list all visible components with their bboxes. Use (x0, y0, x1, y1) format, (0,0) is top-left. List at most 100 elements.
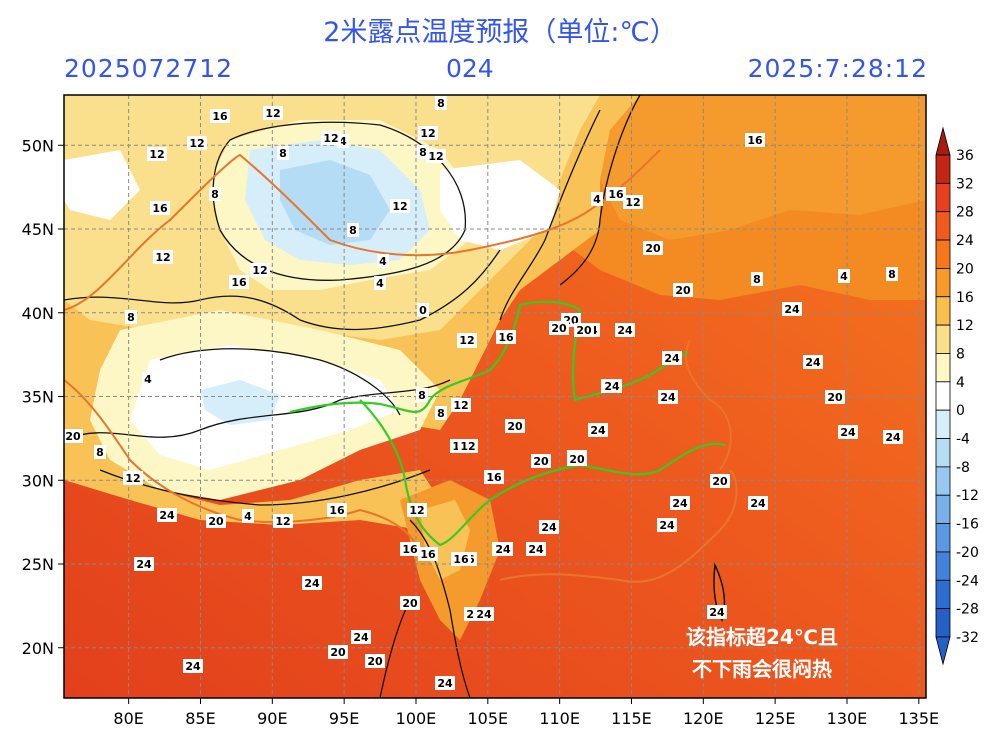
contour-label-bg (435, 676, 455, 690)
contour-label: 8 (416, 388, 428, 402)
contour-label-bg (150, 201, 170, 215)
contour-label: 12 (457, 333, 477, 347)
colorbar-segment (935, 353, 951, 383)
contour-label: 12 (250, 263, 270, 277)
contour-label-bg (457, 333, 477, 347)
contour-label-text: 24 (304, 577, 320, 590)
contour-label-text: 12 (420, 127, 435, 140)
contour-label: 4 (142, 372, 154, 386)
contour-label-bg (602, 379, 622, 393)
contour-label: 16 (327, 503, 347, 517)
contour-label: 8 (347, 223, 359, 237)
contour-label-bg (591, 192, 603, 206)
contour-label: 24 (615, 323, 635, 337)
contour-label-text: 8 (211, 188, 219, 201)
contour-label: 24 (539, 520, 559, 534)
contour-label: 20 (328, 645, 348, 659)
contour-label-text: 12 (189, 137, 204, 150)
contour-label-text: 16 (747, 134, 763, 147)
colorbar-label: -12 (956, 488, 979, 504)
contour-label-text: 24 (617, 324, 633, 337)
contour-label-bg (347, 223, 359, 237)
contour-label: 20 (710, 474, 730, 488)
national-border-north (64, 149, 661, 311)
lat-tick-label: 30N (22, 471, 54, 490)
contour-label: 24 (474, 607, 494, 621)
colorbar-segment (935, 551, 951, 581)
contour-label-text: 12 (460, 440, 475, 453)
contour-label-bg (643, 241, 663, 255)
contour-label: 0 (417, 303, 429, 317)
northeast-milder-region (600, 95, 926, 240)
yangtze-river (359, 399, 726, 547)
contour-label-text: 24 (437, 677, 453, 690)
contour-label-text: 24 (840, 426, 856, 439)
contour-label-text: 12 (392, 200, 407, 213)
colorbar-label: -16 (956, 517, 979, 533)
lon-tick-label: 125E (755, 709, 796, 728)
init-time: 2025072712 (64, 54, 234, 83)
contour-label-bg (615, 323, 635, 337)
contour-label: 12 (123, 471, 143, 485)
contour-label: 20 (643, 241, 663, 255)
contour-label-text: 20 (675, 284, 691, 297)
contour-label-text: 8 (888, 268, 896, 281)
contour-label: 8 (94, 445, 106, 459)
lat-tick-label: 20N (22, 639, 54, 658)
colorbar-label: -4 (956, 432, 970, 448)
contour-label: 24 (526, 542, 546, 556)
contour-label-text: 24 (672, 497, 688, 510)
lat-tick-label: 25N (22, 555, 54, 574)
contour-label-bg (374, 276, 386, 290)
contour-label: 4 (838, 269, 850, 283)
colorbar-segment (935, 239, 951, 269)
contour-label-bg (531, 454, 551, 468)
contour-label: 24 (351, 630, 371, 644)
contour-label-text: 20 (645, 242, 661, 255)
contour-label-text: 8 (96, 446, 104, 459)
contour-label-text: 4 (593, 193, 601, 206)
contour-label: 24 (670, 496, 690, 510)
colorbar-segment (935, 579, 951, 610)
contour-lines (64, 95, 641, 698)
contour-label: 24 (657, 518, 677, 532)
contour-label: 20 (505, 419, 525, 433)
contour-label-text: 20 (533, 455, 549, 468)
contour-label-text: 4 (144, 373, 152, 386)
colorbar-bottom-arrow (935, 636, 951, 666)
contour-label-text: 24 (159, 509, 175, 522)
contour-label: 24 (493, 542, 513, 556)
contour-label-bg (210, 109, 230, 123)
contour-label-bg (327, 503, 347, 517)
contour-label-text: 4 (379, 255, 387, 268)
contour-label-text: 24 (353, 631, 369, 644)
contour-label-bg (407, 503, 427, 517)
contour-label-bg (242, 509, 254, 523)
lat-tick-label: 35N (22, 388, 54, 407)
colorbar-segment (935, 608, 951, 638)
contour-label-bg (263, 106, 283, 120)
contour-label-bg (838, 269, 850, 283)
colorbar-label: 32 (956, 176, 974, 192)
colorbar-label: 36 (956, 148, 974, 164)
contour-label-text: 12 (125, 472, 140, 485)
contour-label-text: 8 (127, 311, 135, 324)
contour-label-bg (451, 552, 471, 566)
contour-label: 20 (365, 654, 385, 668)
lat-tick-label: 50N (22, 136, 54, 155)
contour-label-text: 24 (664, 352, 680, 365)
colorbar-label: 28 (956, 205, 974, 221)
contour-label-text: 12 (265, 107, 280, 120)
colorbar-segment (935, 296, 951, 326)
contour-label-text: 20 (576, 324, 592, 337)
contour-label-bg (390, 199, 410, 213)
contour-label: 12 (418, 126, 438, 140)
contour-label: 16 (400, 542, 420, 556)
contour-label-bg (883, 430, 903, 444)
contour-label: 8 (435, 406, 447, 420)
contour-label-bg (657, 518, 677, 532)
contour-label-text: 24 (476, 608, 492, 621)
contour-label-bg (623, 195, 643, 209)
